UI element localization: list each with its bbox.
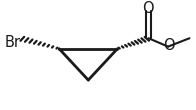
Text: Br: Br bbox=[5, 35, 21, 50]
Text: O: O bbox=[163, 38, 175, 53]
Text: O: O bbox=[142, 2, 153, 16]
